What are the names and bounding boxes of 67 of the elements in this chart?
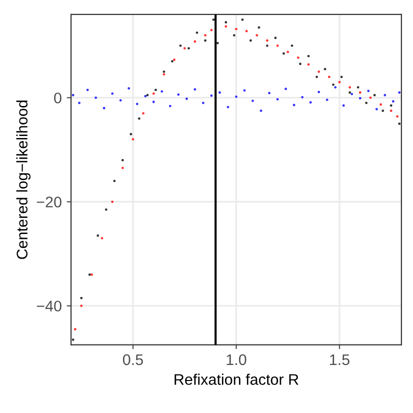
point bbox=[86, 88, 89, 92]
point bbox=[179, 44, 182, 47]
x-tick-label: 1.5 bbox=[330, 354, 350, 366]
point bbox=[390, 104, 392, 107]
point bbox=[130, 132, 132, 136]
point bbox=[301, 96, 304, 98]
point bbox=[241, 18, 244, 21]
point bbox=[358, 91, 362, 94]
point bbox=[290, 44, 294, 47]
point bbox=[138, 117, 140, 120]
point bbox=[249, 39, 252, 42]
x-axis-title: Refixation factor R bbox=[174, 374, 298, 385]
point bbox=[119, 99, 122, 102]
point bbox=[196, 31, 198, 34]
point bbox=[202, 102, 204, 104]
point bbox=[392, 100, 394, 103]
x-tick-label: 1.0 bbox=[226, 354, 246, 366]
point bbox=[307, 63, 310, 66]
point bbox=[80, 296, 83, 300]
point bbox=[276, 44, 279, 47]
point bbox=[286, 50, 290, 54]
point bbox=[216, 42, 219, 44]
point bbox=[318, 90, 320, 94]
point bbox=[162, 70, 166, 73]
point bbox=[212, 18, 215, 21]
point bbox=[375, 108, 378, 110]
point bbox=[128, 87, 130, 90]
point bbox=[111, 92, 114, 95]
point bbox=[224, 25, 228, 28]
y-tick-label: 0 bbox=[54, 92, 62, 104]
point bbox=[177, 93, 180, 96]
point bbox=[396, 115, 399, 118]
point bbox=[104, 208, 108, 211]
point bbox=[210, 94, 213, 97]
point bbox=[245, 30, 248, 32]
point bbox=[96, 234, 100, 237]
point bbox=[340, 76, 343, 78]
point bbox=[136, 102, 138, 106]
point bbox=[80, 304, 83, 308]
point bbox=[342, 104, 345, 107]
point bbox=[194, 88, 196, 91]
point bbox=[373, 94, 376, 96]
point bbox=[72, 94, 74, 96]
y-axis-title: Centered log−likelihood bbox=[16, 100, 31, 259]
point bbox=[121, 166, 124, 170]
point bbox=[168, 104, 172, 108]
x-tick-label: 0.5 bbox=[122, 354, 143, 366]
point bbox=[328, 76, 330, 78]
point bbox=[367, 90, 370, 92]
point bbox=[102, 106, 106, 110]
y-tick-label: −20 bbox=[36, 196, 62, 208]
y-tick-label: −40 bbox=[36, 300, 62, 312]
point bbox=[160, 90, 164, 93]
point bbox=[152, 92, 155, 95]
point bbox=[309, 101, 312, 104]
point bbox=[274, 36, 277, 40]
point bbox=[318, 70, 320, 73]
point bbox=[121, 158, 124, 162]
point bbox=[296, 56, 300, 59]
point bbox=[142, 112, 145, 115]
point bbox=[152, 100, 155, 104]
point bbox=[132, 138, 134, 141]
point bbox=[365, 102, 368, 104]
point bbox=[72, 338, 74, 341]
point bbox=[398, 91, 401, 94]
point bbox=[384, 94, 386, 96]
point bbox=[113, 180, 116, 182]
